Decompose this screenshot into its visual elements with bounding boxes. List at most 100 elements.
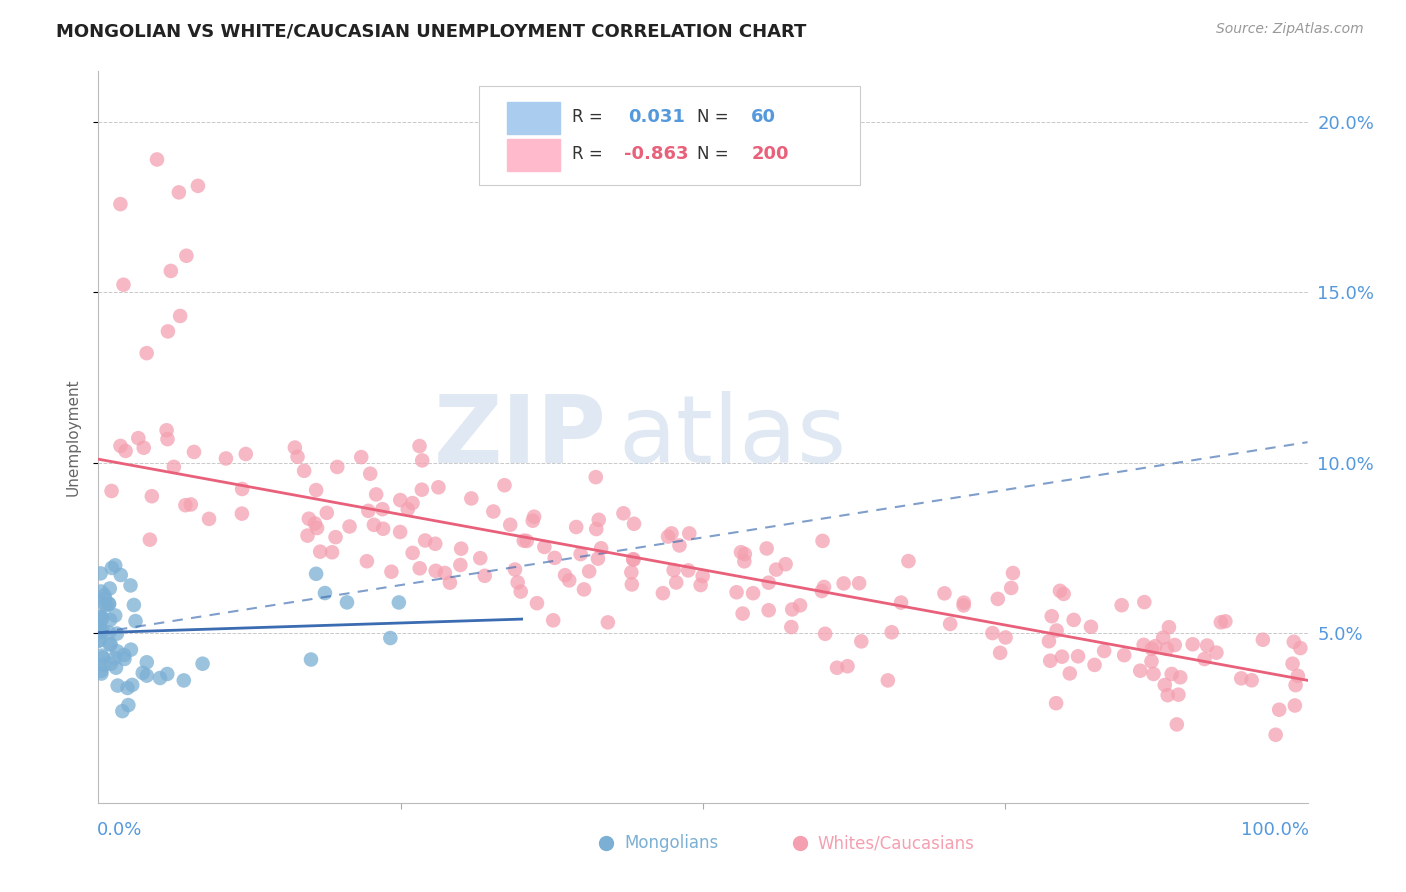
- Point: [499, 517, 522, 532]
- Point: [100, 483, 122, 498]
- Point: [114, 652, 136, 666]
- Point: [569, 547, 592, 561]
- Point: [449, 558, 471, 572]
- Point: [107, 679, 129, 693]
- Point: [1001, 566, 1024, 580]
- Point: [523, 509, 546, 524]
- Point: [678, 526, 700, 541]
- Point: [742, 586, 765, 600]
- Point: [1053, 587, 1076, 601]
- Point: [994, 631, 1017, 645]
- Point: [621, 552, 644, 566]
- Point: [135, 655, 157, 669]
- Point: [939, 617, 962, 632]
- Point: [231, 482, 253, 496]
- Point: [169, 309, 191, 323]
- Point: [678, 563, 700, 577]
- Point: [425, 564, 447, 578]
- Point: [380, 631, 402, 645]
- FancyBboxPatch shape: [508, 139, 561, 171]
- Point: [132, 441, 155, 455]
- Point: [832, 576, 855, 591]
- Point: [326, 459, 349, 474]
- Point: [122, 598, 145, 612]
- Point: [439, 575, 461, 590]
- Point: [191, 657, 214, 671]
- Text: R =: R =: [572, 108, 603, 126]
- Point: [662, 563, 685, 577]
- Point: [1264, 728, 1286, 742]
- Point: [356, 554, 378, 568]
- Point: [623, 516, 645, 531]
- Point: [526, 596, 548, 610]
- Point: [101, 561, 124, 575]
- Point: [401, 496, 423, 510]
- Text: 0.031: 0.031: [628, 108, 685, 126]
- Point: [98, 637, 121, 651]
- Point: [1289, 641, 1312, 656]
- Point: [1181, 637, 1204, 651]
- Point: [408, 439, 430, 453]
- Point: [321, 545, 343, 559]
- Point: [231, 507, 253, 521]
- Point: [1281, 657, 1303, 671]
- Point: [503, 562, 526, 576]
- Point: [1284, 678, 1306, 692]
- Point: [450, 541, 472, 556]
- Point: [1157, 688, 1180, 702]
- Point: [110, 439, 132, 453]
- Point: [173, 673, 195, 688]
- Point: [127, 431, 149, 445]
- Text: Mongolians: Mongolians: [624, 834, 718, 852]
- Point: [156, 324, 179, 338]
- Point: [396, 502, 419, 516]
- Point: [389, 493, 412, 508]
- Point: [1240, 673, 1263, 688]
- Text: ZIP: ZIP: [433, 391, 606, 483]
- Point: [811, 533, 834, 548]
- Point: [1160, 667, 1182, 681]
- Point: [124, 614, 146, 628]
- Point: [98, 597, 121, 611]
- Point: [117, 698, 139, 712]
- Point: [1000, 581, 1022, 595]
- Point: [981, 626, 1004, 640]
- Text: R =: R =: [572, 145, 603, 163]
- Point: [90, 666, 112, 681]
- Point: [104, 558, 127, 573]
- Point: [287, 450, 309, 464]
- Point: [110, 197, 132, 211]
- Point: [1144, 639, 1167, 653]
- Point: [314, 586, 336, 600]
- Point: [305, 483, 328, 497]
- Point: [665, 575, 688, 590]
- Point: [146, 153, 169, 167]
- Point: [427, 480, 450, 494]
- Point: [388, 595, 411, 609]
- Point: [1152, 631, 1174, 645]
- Point: [780, 602, 803, 616]
- Point: [114, 444, 136, 458]
- Point: [725, 585, 748, 599]
- Point: [336, 595, 359, 609]
- Point: [156, 667, 179, 681]
- Point: [1067, 649, 1090, 664]
- Point: [668, 539, 690, 553]
- Point: [110, 568, 132, 582]
- Point: [825, 661, 848, 675]
- Point: [533, 540, 555, 554]
- Point: [94, 599, 117, 613]
- Point: [100, 657, 122, 671]
- Point: [880, 625, 903, 640]
- Point: [572, 582, 595, 597]
- Point: [89, 624, 111, 639]
- Point: [1251, 632, 1274, 647]
- Point: [91, 650, 114, 665]
- Point: [411, 483, 433, 497]
- Point: [813, 580, 835, 594]
- Point: [104, 651, 127, 665]
- Point: [91, 624, 114, 639]
- Point: [359, 467, 381, 481]
- Point: [612, 506, 634, 520]
- Point: [307, 521, 329, 535]
